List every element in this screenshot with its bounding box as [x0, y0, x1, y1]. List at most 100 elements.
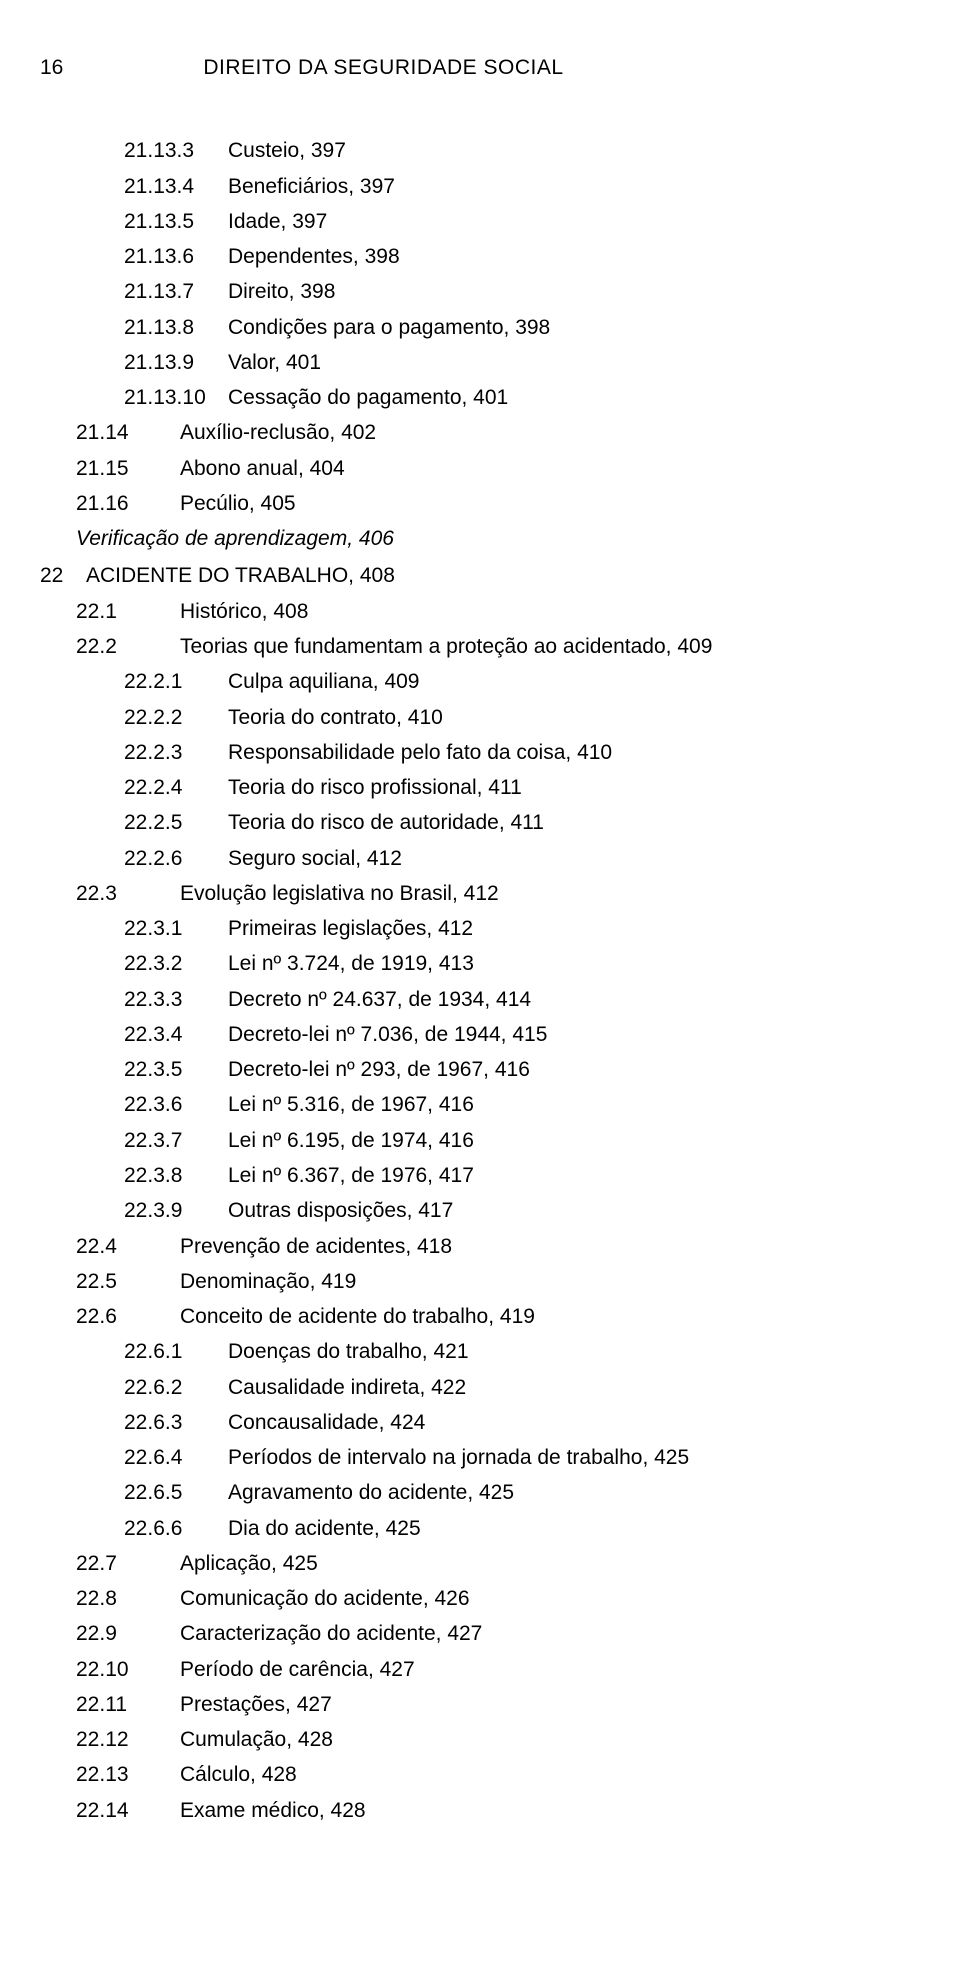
toc-line: 22.3.1Primeiras legislações, 412: [40, 911, 900, 946]
toc-text: Condições para o pagamento, 398: [228, 316, 550, 339]
toc-text: Cessação do pagamento, 401: [228, 386, 508, 409]
toc-text: Pecúlio, 405: [180, 492, 296, 515]
toc-number: 22.2.5: [124, 805, 228, 840]
toc-line: 22.3.4Decreto-lei nº 7.036, de 1944, 415: [40, 1017, 900, 1052]
toc-text: Lei nº 5.316, de 1967, 416: [228, 1093, 474, 1116]
toc-text: Decreto nº 24.637, de 1934, 414: [228, 988, 531, 1011]
toc-text: Agravamento do acidente, 425: [228, 1481, 514, 1504]
toc-line: 22.2.6Seguro social, 412: [40, 841, 900, 876]
toc-text: Prevenção de acidentes, 418: [180, 1235, 452, 1258]
toc-text: Seguro social, 412: [228, 847, 402, 870]
toc-line: 22.6.4Períodos de intervalo na jornada d…: [40, 1440, 900, 1475]
toc-number: 21.13.10: [124, 380, 228, 415]
toc-number: 22.6.3: [124, 1405, 228, 1440]
toc-line: 22.6.2Causalidade indireta, 422: [40, 1370, 900, 1405]
toc-number: 22.11: [76, 1687, 180, 1722]
toc-text: Direito, 398: [228, 280, 335, 303]
toc-number: 22.3.3: [124, 982, 228, 1017]
toc-line: 22.2.1Culpa aquiliana, 409: [40, 664, 900, 699]
toc-text: Verificação de aprendizagem, 406: [76, 527, 394, 550]
page-header: 16 DIREITO DA SEGURIDADE SOCIAL: [40, 50, 900, 85]
toc-text: Decreto-lei nº 293, de 1967, 416: [228, 1058, 530, 1081]
toc-number: 22.3: [76, 876, 180, 911]
toc-line: 22.8Comunicação do acidente, 426: [40, 1581, 900, 1616]
toc-line: 22.3.9Outras disposições, 417: [40, 1193, 900, 1228]
toc-text: Aplicação, 425: [180, 1552, 318, 1575]
toc-number: 22.2.1: [124, 664, 228, 699]
toc-number: 21.14: [76, 415, 180, 450]
toc-text: Cálculo, 428: [180, 1763, 297, 1786]
toc-number: 22: [40, 558, 86, 593]
toc-line: 22.3.5Decreto-lei nº 293, de 1967, 416: [40, 1052, 900, 1087]
toc-number: 21.13.6: [124, 239, 228, 274]
toc-text: Culpa aquiliana, 409: [228, 670, 419, 693]
toc-text: Lei nº 3.724, de 1919, 413: [228, 952, 474, 975]
toc-line: 22.3Evolução legislativa no Brasil, 412: [40, 876, 900, 911]
toc-line: 22.9Caracterização do acidente, 427: [40, 1616, 900, 1651]
toc-line: 22.6.6Dia do acidente, 425: [40, 1511, 900, 1546]
toc-number: 22.6.2: [124, 1370, 228, 1405]
toc-line: 21.13.7Direito, 398: [40, 274, 900, 309]
toc-text: Teoria do contrato, 410: [228, 706, 443, 729]
toc-line: 22ACIDENTE DO TRABALHO, 408: [40, 558, 900, 593]
toc-text: Prestações, 427: [180, 1693, 332, 1716]
toc-number: 22.6.6: [124, 1511, 228, 1546]
toc-line: 22.1Histórico, 408: [40, 594, 900, 629]
toc-text: Primeiras legislações, 412: [228, 917, 473, 940]
page-number: 16: [40, 50, 63, 85]
toc-number: 22.3.7: [124, 1123, 228, 1158]
toc-line: 22.2.5Teoria do risco de autoridade, 411: [40, 805, 900, 840]
toc-line: 21.13.4Beneficiários, 397: [40, 169, 900, 204]
toc-text: Exame médico, 428: [180, 1799, 366, 1822]
toc-number: 22.12: [76, 1722, 180, 1757]
toc-number: 22.2: [76, 629, 180, 664]
toc-line: 22.3.8Lei nº 6.367, de 1976, 417: [40, 1158, 900, 1193]
toc-number: 21.13.4: [124, 169, 228, 204]
toc-text: Beneficiários, 397: [228, 175, 395, 198]
toc-text: ACIDENTE DO TRABALHO, 408: [86, 564, 395, 587]
toc-number: 22.6.1: [124, 1334, 228, 1369]
toc-number: 21.13.9: [124, 345, 228, 380]
toc-text: Evolução legislativa no Brasil, 412: [180, 882, 499, 905]
toc-text: Doenças do trabalho, 421: [228, 1340, 469, 1363]
toc-line: 21.13.9Valor, 401: [40, 345, 900, 380]
toc-line: 22.3.2Lei nº 3.724, de 1919, 413: [40, 946, 900, 981]
toc-text: Decreto-lei nº 7.036, de 1944, 415: [228, 1023, 547, 1046]
toc-text: Dependentes, 398: [228, 245, 400, 268]
toc-text: Responsabilidade pelo fato da coisa, 410: [228, 741, 612, 764]
toc-text: Dia do acidente, 425: [228, 1517, 421, 1540]
toc-number: 22.14: [76, 1793, 180, 1828]
toc-text: Denominação, 419: [180, 1270, 356, 1293]
toc-number: 22.3.9: [124, 1193, 228, 1228]
toc-text: Abono anual, 404: [180, 457, 345, 480]
toc-number: 22.8: [76, 1581, 180, 1616]
toc-line: 21.13.5Idade, 397: [40, 204, 900, 239]
toc-line: Verificação de aprendizagem, 406: [40, 521, 900, 556]
toc-text: Auxílio-reclusão, 402: [180, 421, 376, 444]
toc-number: 22.9: [76, 1616, 180, 1651]
toc-number: 22.10: [76, 1652, 180, 1687]
toc-number: 22.2.3: [124, 735, 228, 770]
toc-number: 21.13.7: [124, 274, 228, 309]
toc-line: 22.3.3Decreto nº 24.637, de 1934, 414: [40, 982, 900, 1017]
toc-number: 22.3.4: [124, 1017, 228, 1052]
toc-line: 21.15Abono anual, 404: [40, 451, 900, 486]
toc-text: Períodos de intervalo na jornada de trab…: [228, 1446, 689, 1469]
toc-number: 21.13.8: [124, 310, 228, 345]
toc-number: 21.16: [76, 486, 180, 521]
toc-line: 22.6.1Doenças do trabalho, 421: [40, 1334, 900, 1369]
toc-text: Custeio, 397: [228, 139, 346, 162]
toc-line: 22.3.7Lei nº 6.195, de 1974, 416: [40, 1123, 900, 1158]
toc-line: 22.2Teorias que fundamentam a proteção a…: [40, 629, 900, 664]
toc-text: Caracterização do acidente, 427: [180, 1622, 482, 1645]
table-of-contents: 21.13.3Custeio, 39721.13.4Beneficiários,…: [40, 133, 900, 1828]
toc-number: 22.6.4: [124, 1440, 228, 1475]
toc-line: 21.13.6Dependentes, 398: [40, 239, 900, 274]
toc-number: 21.13.5: [124, 204, 228, 239]
toc-text: Valor, 401: [228, 351, 321, 374]
toc-line: 21.16Pecúlio, 405: [40, 486, 900, 521]
toc-line: 22.11Prestações, 427: [40, 1687, 900, 1722]
toc-number: 22.3.1: [124, 911, 228, 946]
toc-text: Concausalidade, 424: [228, 1411, 425, 1434]
toc-number: 22.5: [76, 1264, 180, 1299]
